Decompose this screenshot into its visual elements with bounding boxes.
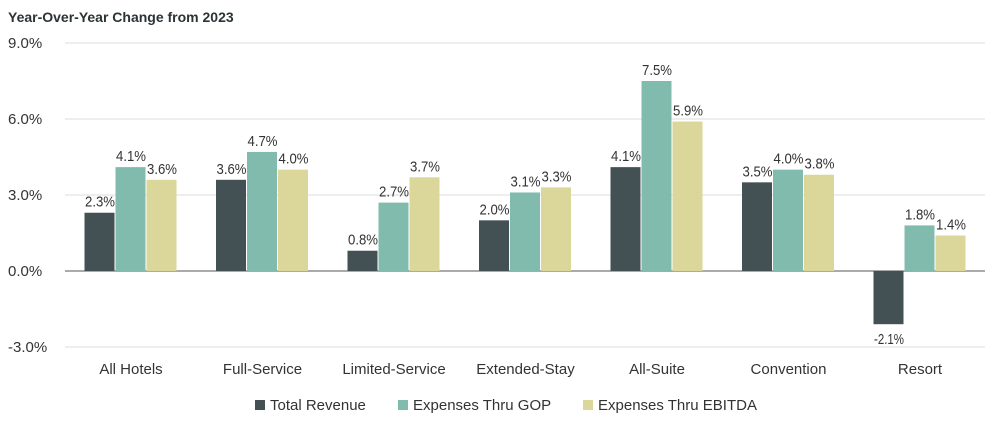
bar bbox=[541, 187, 571, 271]
data-label: 1.8% bbox=[905, 206, 935, 223]
x-tick-label: Convention bbox=[751, 361, 827, 378]
bar bbox=[216, 179, 246, 271]
data-label: 2.3% bbox=[85, 194, 115, 211]
bar bbox=[610, 167, 641, 271]
legend-swatch bbox=[583, 400, 593, 410]
bar bbox=[510, 192, 540, 271]
legend-label: Expenses Thru EBITDA bbox=[598, 397, 757, 414]
y-tick-label: 3.0% bbox=[8, 187, 42, 204]
data-label: 0.8% bbox=[348, 232, 378, 249]
data-label: 4.1% bbox=[116, 148, 146, 165]
data-label: 4.7% bbox=[248, 133, 278, 150]
bar bbox=[409, 177, 440, 271]
chart-title: Year-Over-Year Change from 2023 bbox=[8, 9, 234, 25]
data-label: 7.5% bbox=[642, 62, 672, 79]
data-label: 2.0% bbox=[480, 201, 510, 218]
bar bbox=[742, 182, 772, 271]
x-tick-label: Resort bbox=[898, 361, 943, 378]
bar bbox=[146, 179, 177, 271]
bar bbox=[378, 202, 409, 271]
legend-swatch bbox=[255, 400, 265, 410]
data-label: 1.4% bbox=[936, 217, 966, 234]
bar bbox=[672, 121, 703, 272]
data-label: 3.8% bbox=[805, 156, 835, 173]
bar bbox=[873, 271, 904, 325]
data-label: 3.6% bbox=[217, 161, 247, 178]
bar bbox=[773, 169, 803, 271]
data-label: 3.3% bbox=[542, 168, 572, 185]
bar bbox=[84, 212, 115, 271]
bar bbox=[347, 250, 378, 271]
data-label: 3.1% bbox=[511, 173, 541, 190]
bar bbox=[247, 151, 277, 271]
y-tick-label: 6.0% bbox=[8, 111, 42, 128]
data-label: 3.7% bbox=[410, 158, 440, 175]
bar bbox=[904, 225, 935, 271]
legend-label: Total Revenue bbox=[270, 397, 366, 414]
data-label: 5.9% bbox=[673, 103, 703, 120]
bar bbox=[641, 81, 672, 271]
y-tick-label: 0.0% bbox=[8, 263, 42, 280]
x-tick-label: Full-Service bbox=[223, 361, 302, 378]
bar bbox=[479, 220, 509, 271]
bar bbox=[115, 167, 146, 271]
x-tick-label: Limited-Service bbox=[342, 361, 445, 378]
data-label: 3.5% bbox=[743, 163, 773, 180]
x-tick-label: All Hotels bbox=[99, 361, 162, 378]
bar bbox=[804, 174, 834, 271]
x-tick-label: Extended-Stay bbox=[476, 361, 575, 378]
bar bbox=[278, 169, 308, 271]
legend-swatch bbox=[398, 400, 408, 410]
x-tick-label: All-Suite bbox=[629, 361, 685, 378]
bar bbox=[935, 235, 966, 271]
y-tick-label: 9.0% bbox=[8, 35, 42, 52]
data-label: 4.1% bbox=[611, 148, 641, 165]
legend-label: Expenses Thru GOP bbox=[413, 397, 551, 414]
data-label: -2.1% bbox=[874, 331, 904, 348]
y-tick-label: -3.0% bbox=[8, 339, 47, 356]
data-label: 4.0% bbox=[279, 151, 309, 168]
data-label: 3.6% bbox=[147, 161, 177, 178]
data-label: 4.0% bbox=[774, 151, 804, 168]
data-label: 2.7% bbox=[379, 184, 409, 201]
